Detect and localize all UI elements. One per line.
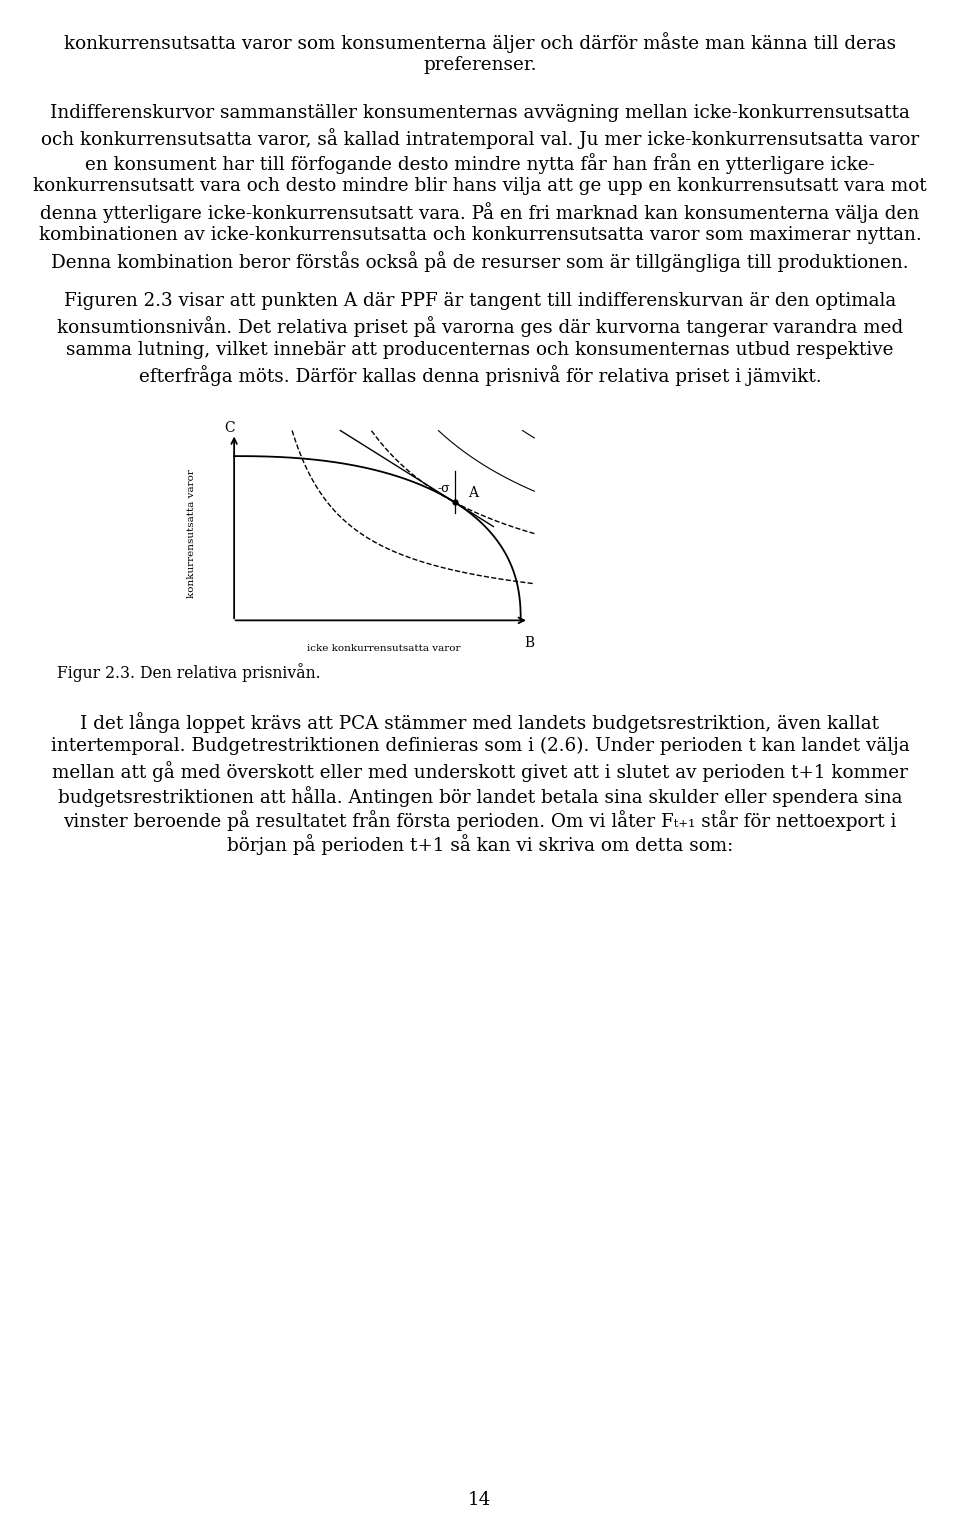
Text: konsumtionsnivån. Det relativa priset på varorna ges där kurvorna tangerar varan: konsumtionsnivån. Det relativa priset på… bbox=[57, 317, 903, 338]
Text: mellan att gå med överskott eller med underskott givet att i slutet av perioden : mellan att gå med överskott eller med un… bbox=[52, 761, 908, 782]
Text: Indifferenskurvor sammanställer konsumenternas avvägning mellan icke-konkurrensu: Indifferenskurvor sammanställer konsumen… bbox=[50, 105, 910, 121]
Text: en konsument har till förfogande desto mindre nytta får han från en ytterligare : en konsument har till förfogande desto m… bbox=[85, 152, 875, 174]
Text: B: B bbox=[524, 636, 534, 650]
Text: 14: 14 bbox=[468, 1491, 492, 1509]
Text: A: A bbox=[468, 486, 478, 501]
Text: vinster beroende på resultatet från första perioden. Om vi låter Fₜ₊₁ står för n: vinster beroende på resultatet från förs… bbox=[63, 810, 897, 832]
Text: denna ytterligare icke-konkurrensutsatt vara. På en fri marknad kan konsumentern: denna ytterligare icke-konkurrensutsatt … bbox=[40, 201, 920, 223]
Text: I det långa loppet krävs att PCA stämmer med landets budgetsrestriktion, även ka: I det långa loppet krävs att PCA stämmer… bbox=[81, 712, 879, 733]
Text: icke konkurrensutsatta varor: icke konkurrensutsatta varor bbox=[307, 644, 461, 653]
Text: samma lutning, vilket innebär att producenternas och konsumenternas utbud respek: samma lutning, vilket innebär att produc… bbox=[66, 341, 894, 360]
Text: kombinationen av icke-konkurrensutsatta och konkurrensutsatta varor som maximera: kombinationen av icke-konkurrensutsatta … bbox=[38, 226, 922, 244]
Text: konkurrensutsatta varor: konkurrensutsatta varor bbox=[187, 469, 197, 598]
Text: budgetsrestriktionen att hålla. Antingen bör landet betala sina skulder eller sp: budgetsrestriktionen att hålla. Antingen… bbox=[58, 785, 902, 807]
Text: -σ: -σ bbox=[438, 483, 450, 495]
Text: efterfråga möts. Därför kallas denna prisnivå för relativa priset i jämvikt.: efterfråga möts. Därför kallas denna pri… bbox=[138, 366, 822, 386]
Text: och konkurrensutsatta varor, så kallad intratemporal val. Ju mer icke-konkurrens: och konkurrensutsatta varor, så kallad i… bbox=[41, 129, 919, 149]
Text: konkurrensutsatta varor som konsumenterna äljer och därför måste man känna till : konkurrensutsatta varor som konsumentern… bbox=[64, 32, 896, 52]
Text: preferenser.: preferenser. bbox=[423, 57, 537, 74]
Text: C: C bbox=[225, 421, 235, 435]
Text: Figuren 2.3 visar att punkten A där PPF är tangent till indifferenskurvan är den: Figuren 2.3 visar att punkten A där PPF … bbox=[64, 292, 896, 310]
Text: Denna kombination beror förstås också på de resurser som är tillgängliga till pr: Denna kombination beror förstås också på… bbox=[51, 251, 909, 272]
Text: intertemporal. Budgetrestriktionen definieras som i (2.6). Under perioden t kan : intertemporal. Budgetrestriktionen defin… bbox=[51, 736, 909, 755]
Text: Figur 2.3. Den relativa prisnivån.: Figur 2.3. Den relativa prisnivån. bbox=[57, 664, 321, 682]
Text: konkurrensutsatt vara och desto mindre blir hans vilja att ge upp en konkurrensu: konkurrensutsatt vara och desto mindre b… bbox=[34, 177, 926, 195]
Text: början på perioden t+1 så kan vi skriva om detta som:: början på perioden t+1 så kan vi skriva … bbox=[227, 835, 733, 856]
